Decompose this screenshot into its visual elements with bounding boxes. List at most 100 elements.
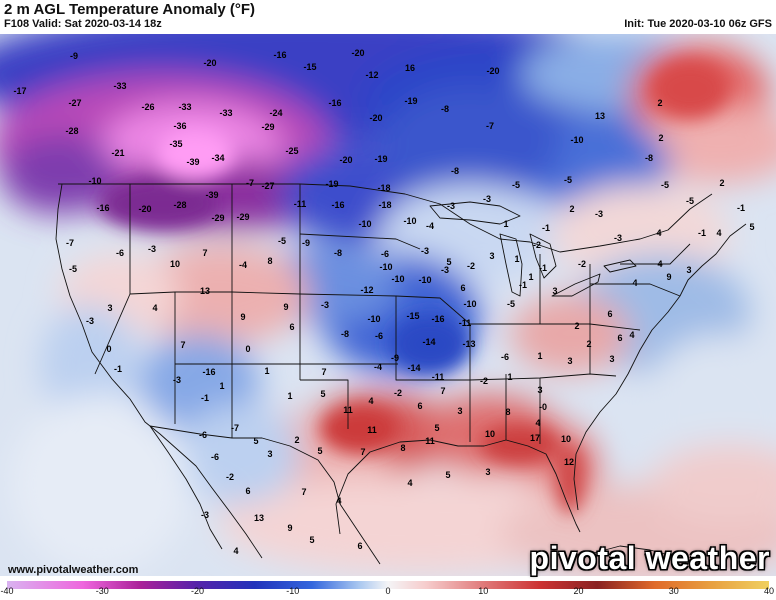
anomaly-label: -8 (341, 329, 349, 339)
anomaly-label: -1 (201, 393, 209, 403)
anomaly-label: -5 (278, 236, 286, 246)
us-mexico-border (149, 425, 341, 505)
great-lake-ontario (603, 259, 637, 273)
anomaly-label: 5 (446, 257, 451, 267)
anomaly-label: 10 (561, 434, 571, 444)
anomaly-label: -5 (512, 180, 520, 190)
us-canada-border (58, 183, 713, 253)
anomaly-label: -10 (418, 275, 431, 285)
anomaly-label: 5 (320, 389, 325, 399)
anomaly-label: -4 (239, 260, 247, 270)
anomaly-label: 2 (569, 204, 574, 214)
anomaly-label: -19 (325, 179, 338, 189)
anomaly-label: 4 (152, 303, 157, 313)
anomaly-label: -21 (111, 148, 124, 158)
anomaly-labels: -9-17 -33-27 -26 -33-33-36-28-35-21-39 -34-2… (13, 48, 754, 556)
anomaly-label: -20 (339, 155, 352, 165)
anomaly-label: -20 (369, 113, 382, 123)
anomaly-label: 1 (287, 391, 292, 401)
anomaly-label: -18 (378, 200, 391, 210)
gulf-coastline (335, 439, 581, 535)
state-line-15 (470, 323, 641, 331)
anomaly-label: -3 (173, 375, 181, 385)
anomaly-label: -9 (70, 51, 78, 61)
anomaly-label: -10 (570, 135, 583, 145)
anomaly-label: 2 (719, 178, 724, 188)
anomaly-label: -10 (358, 219, 371, 229)
anomaly-label: -3 (441, 265, 449, 275)
anomaly-label: -26 (141, 102, 154, 112)
anomaly-label: 2 (586, 339, 591, 349)
anomaly-label: -18 (377, 183, 390, 193)
anomaly-label: -36 (173, 121, 186, 131)
anomaly-label: -6 (375, 331, 383, 341)
anomaly-label: -1 (698, 228, 706, 238)
anomaly-label: -20 (486, 66, 499, 76)
anomaly-label: -3 (421, 246, 429, 256)
anomaly-label: 1 (507, 372, 512, 382)
anomaly-label: -2 (480, 376, 488, 386)
anomaly-label: -16 (202, 367, 215, 377)
anomaly-label: 8 (400, 443, 405, 453)
colorbar-ticks: -40 -30 -20 -10 0 10 20 30 40 (0, 586, 776, 600)
anomaly-label: 4 (407, 478, 412, 488)
anomaly-label: -11 (294, 199, 307, 209)
anomaly-label: 13 (595, 111, 605, 121)
anomaly-label: -5 (564, 175, 572, 185)
anomaly-map: -9 -17 -33 -27 -26 -33 -33 -36 -28 -35 -21 -39 -34 -2… (0, 34, 776, 576)
anomaly-label: -16 (96, 203, 109, 213)
anomaly-label: -11 (432, 372, 445, 382)
anomaly-label: -2 (467, 261, 475, 271)
anomaly-label: -16 (431, 314, 444, 324)
west-coastline (55, 183, 263, 559)
anomaly-label: 9 (666, 272, 671, 282)
colorbar-tick-label: -30 (95, 586, 109, 596)
anomaly-label: -3 (595, 209, 603, 219)
anomaly-label: -3 (148, 244, 156, 254)
anomaly-label: 13 (254, 513, 264, 523)
anomaly-label: 6 (617, 333, 622, 343)
anomaly-label: -12 (360, 285, 373, 295)
anomaly-label: 0 (106, 344, 111, 354)
anomaly-label: 11 (367, 425, 377, 435)
anomaly-label: -29 (236, 212, 249, 222)
anomaly-label: -33 (219, 108, 232, 118)
anomaly-label: -16 (328, 98, 341, 108)
anomaly-label: -7 (246, 178, 254, 188)
anomaly-label: -34 (211, 153, 224, 163)
anomaly-label: 3 (552, 286, 557, 296)
anomaly-label: 3 (489, 251, 494, 261)
anomaly-label: -14 (422, 337, 435, 347)
anomaly-label: 3 (686, 265, 691, 275)
cuba-outline (589, 545, 701, 565)
anomaly-label: -2 (226, 472, 234, 482)
east-coastline (573, 223, 747, 511)
state-line-8 (299, 293, 470, 381)
anomaly-label: -39 (205, 190, 218, 200)
anomaly-label: 17 (530, 433, 540, 443)
state-line-9 (299, 233, 421, 250)
anomaly-label: 2 (574, 321, 579, 331)
anomaly-label: 0 (245, 344, 250, 354)
anomaly-label: -3 (614, 233, 622, 243)
anomaly-label: 1 (219, 381, 224, 391)
colorbar-tick-label: -40 (0, 586, 14, 596)
anomaly-label: -2 (533, 240, 541, 250)
anomaly-label: -15 (303, 62, 316, 72)
anomaly-label: -20 (138, 204, 151, 214)
anomaly-label: 10 (485, 429, 495, 439)
anomaly-label: -28 (173, 200, 186, 210)
anomaly-label: -20 (203, 58, 216, 68)
anomaly-label: -39 (186, 157, 199, 167)
anomaly-label: -15 (406, 311, 419, 321)
anomaly-label: -16 (273, 50, 286, 60)
anomaly-label: 1 (503, 219, 508, 229)
pivotal-weather-logo: pivotal weather (529, 540, 770, 576)
anomaly-label: -11 (459, 318, 472, 328)
anomaly-label: -1 (542, 223, 550, 233)
great-lake-huron (529, 233, 557, 279)
anomaly-label: -5 (507, 299, 515, 309)
anomaly-label: 8 (267, 256, 272, 266)
site-url[interactable]: www.pivotalweather.com (8, 564, 139, 576)
anomaly-label: 7 (202, 248, 207, 258)
